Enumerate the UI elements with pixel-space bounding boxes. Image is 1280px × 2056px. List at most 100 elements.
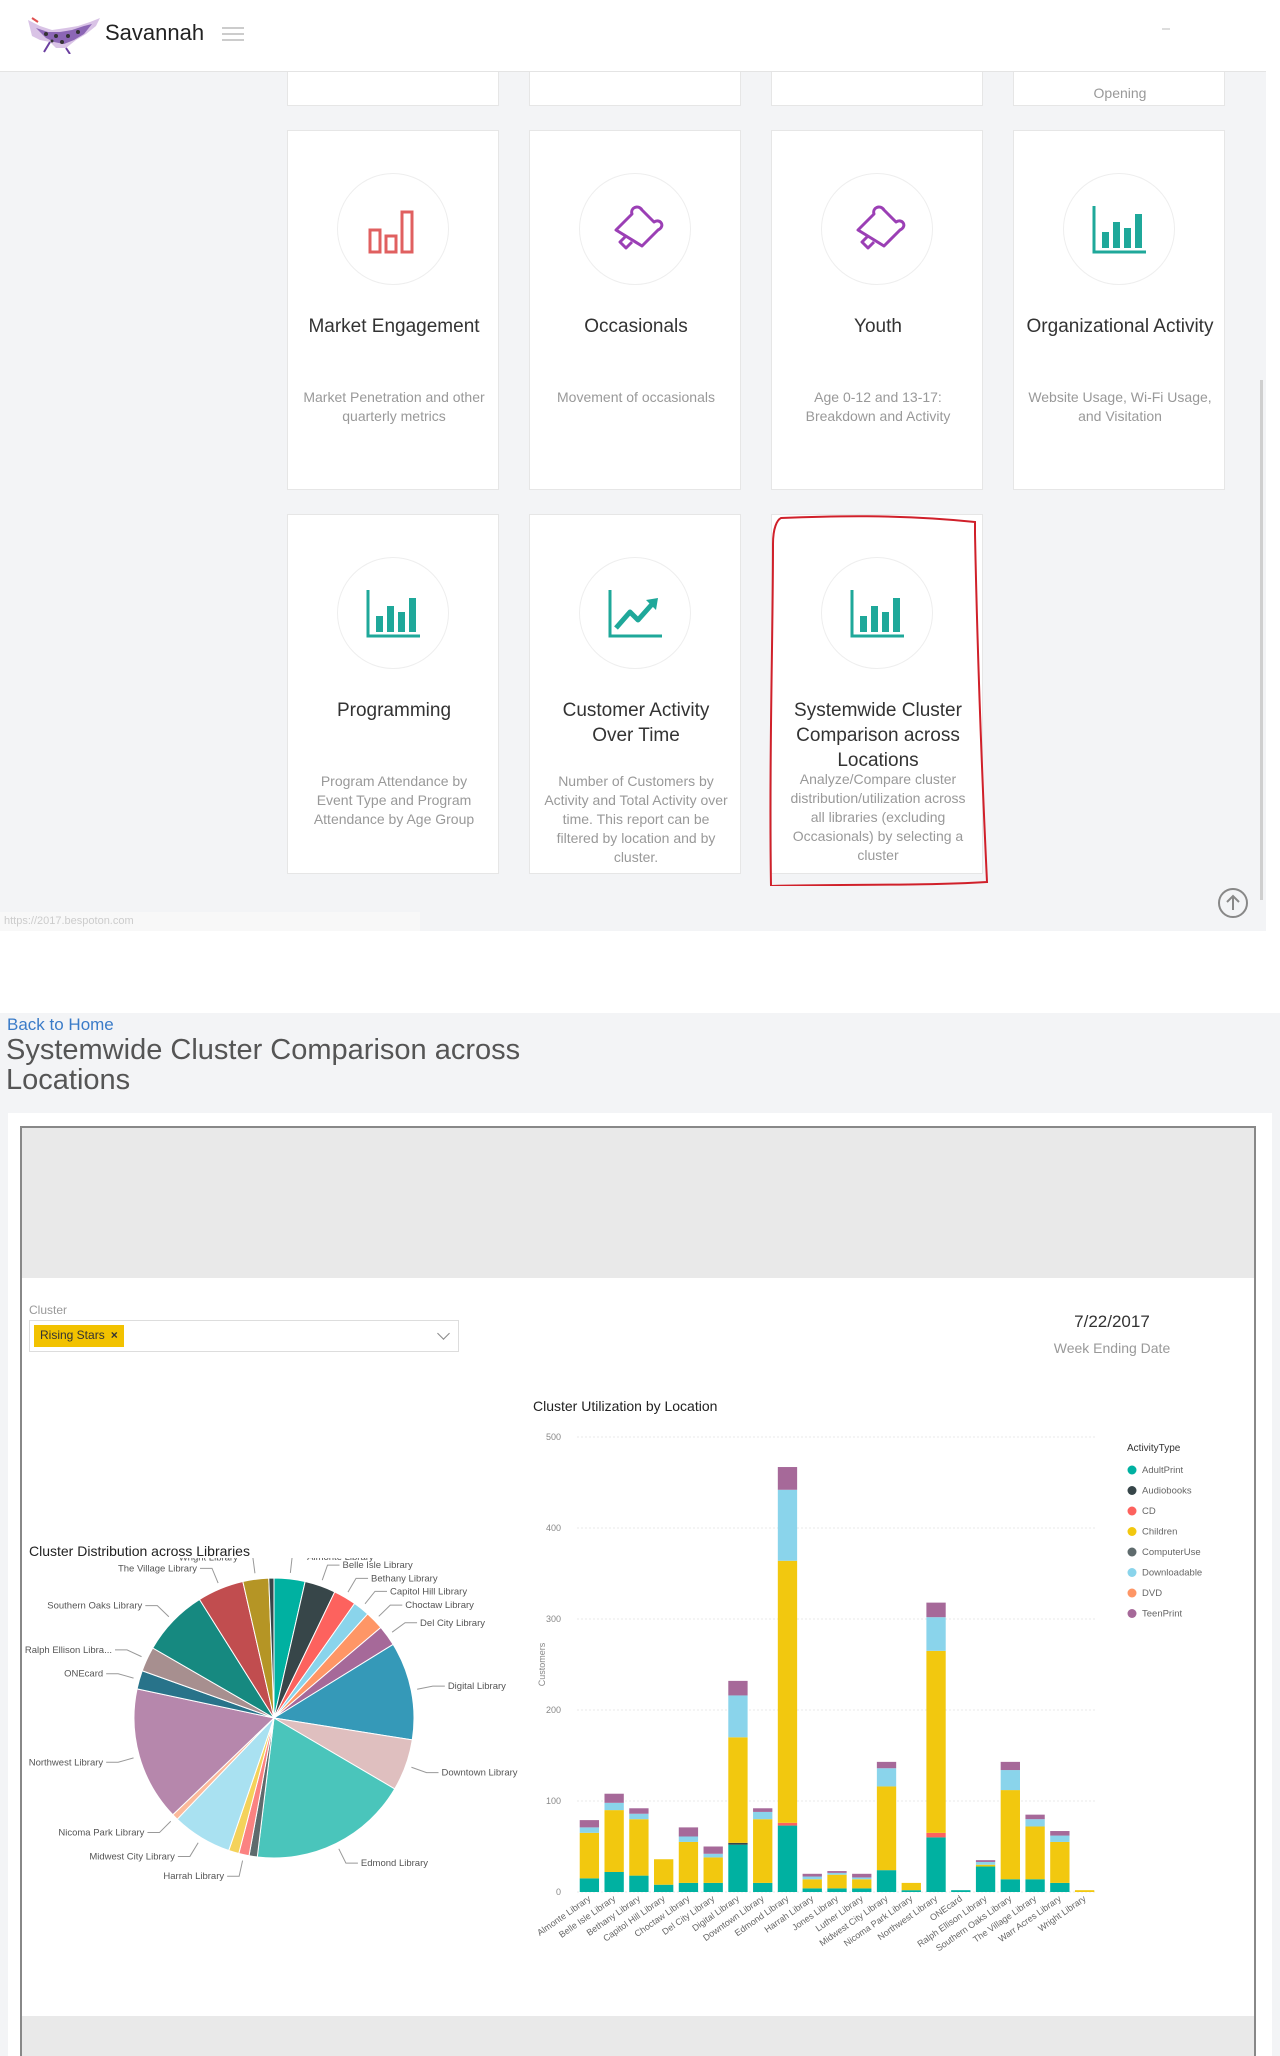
legend-swatch[interactable] (1127, 1588, 1137, 1598)
card-organizational-activity[interactable]: Organizational Activity Website Usage, W… (1013, 130, 1225, 490)
bar-segment[interactable] (753, 1819, 773, 1883)
bar-segment[interactable] (703, 1857, 723, 1883)
legend-swatch[interactable] (1127, 1486, 1137, 1495)
bar-segment[interactable] (852, 1888, 872, 1892)
bar-segment[interactable] (1025, 1879, 1045, 1892)
bar-segment[interactable] (629, 1819, 649, 1876)
bar-segment[interactable] (728, 1842, 748, 1845)
bar-segment[interactable] (901, 1890, 921, 1892)
legend-swatch[interactable] (1127, 1527, 1137, 1536)
legend-item[interactable]: AdultPrint (1142, 1465, 1184, 1476)
bar-segment[interactable] (876, 1786, 897, 1871)
bar-segment[interactable] (1025, 1819, 1045, 1827)
bar-segment[interactable] (1050, 1835, 1070, 1842)
bar-segment[interactable] (1050, 1831, 1070, 1836)
bar-segment[interactable] (753, 1882, 773, 1892)
bar-segment[interactable] (777, 1822, 798, 1826)
chevron-down-icon[interactable] (437, 1327, 450, 1340)
bar-segment[interactable] (1050, 1841, 1070, 1883)
bar-segment[interactable] (703, 1853, 723, 1858)
legend-item[interactable]: Audiobooks (1142, 1486, 1192, 1497)
bar-segment[interactable] (852, 1877, 872, 1880)
legend-item[interactable]: Downloadable (1142, 1568, 1202, 1579)
bar-segment[interactable] (1025, 1814, 1045, 1820)
bar-segment[interactable] (1050, 1882, 1070, 1892)
bar-segment[interactable] (678, 1827, 699, 1837)
bar-segment[interactable] (876, 1768, 897, 1787)
bar-segment[interactable] (1074, 1890, 1095, 1892)
bar-segment[interactable] (654, 1859, 674, 1885)
bar-segment[interactable] (579, 1832, 600, 1879)
bar-segment[interactable] (579, 1878, 600, 1892)
bar-segment[interactable] (852, 1873, 872, 1878)
bar-segment[interactable] (1025, 1826, 1045, 1880)
bar-segment[interactable] (926, 1650, 946, 1833)
bar-segment[interactable] (1000, 1879, 1020, 1892)
bar-segment[interactable] (876, 1761, 897, 1769)
pie-slice[interactable] (268, 1577, 275, 1719)
bar-segment[interactable] (975, 1861, 996, 1865)
legend-item[interactable]: DVD (1142, 1588, 1162, 1599)
bar-segment[interactable] (951, 1890, 971, 1892)
card-market-engagement[interactable]: Market Engagement Market Penetration and… (287, 130, 499, 490)
card-systemwide-cluster[interactable]: Systemwide Cluster Comparison across Loc… (771, 514, 983, 874)
legend-swatch[interactable] (1127, 1609, 1137, 1618)
bar-segment[interactable] (1000, 1761, 1020, 1771)
bar-segment[interactable] (777, 1560, 798, 1823)
bar-segment[interactable] (926, 1837, 946, 1892)
bar-segment[interactable] (1000, 1790, 1020, 1880)
bar-segment[interactable] (926, 1602, 946, 1618)
partial-card[interactable] (771, 72, 983, 106)
bar-segment[interactable] (926, 1617, 946, 1651)
bar-segment[interactable] (728, 1695, 748, 1738)
brand-name[interactable]: Savannah (105, 20, 205, 45)
bar-segment[interactable] (703, 1882, 723, 1892)
bar-segment[interactable] (852, 1879, 872, 1889)
bar-segment[interactable] (975, 1866, 996, 1892)
bar-segment[interactable] (975, 1860, 996, 1862)
pie-slice[interactable] (272, 1643, 415, 1741)
bar-segment[interactable] (876, 1870, 897, 1892)
pie-slice[interactable] (133, 1688, 276, 1816)
menu-toggle-icon[interactable] (222, 27, 244, 43)
bar-segment[interactable] (579, 1820, 600, 1828)
bar-segment[interactable] (629, 1875, 649, 1892)
bar-segment[interactable] (604, 1871, 624, 1892)
legend-swatch[interactable] (1127, 1465, 1137, 1475)
remove-chip-icon[interactable]: × (110, 1328, 118, 1342)
bar-segment[interactable] (802, 1888, 822, 1892)
bar-segment[interactable] (753, 1811, 773, 1820)
bar-segment[interactable] (802, 1879, 822, 1889)
bar-segment[interactable] (579, 1827, 600, 1833)
bar-segment[interactable] (777, 1489, 798, 1561)
bar-segment[interactable] (629, 1813, 649, 1820)
pie-slice[interactable] (256, 1717, 396, 1859)
bar-segment[interactable] (901, 1882, 921, 1891)
bar-segment[interactable] (678, 1836, 699, 1842)
legend-swatch[interactable] (1127, 1506, 1137, 1516)
bar-segment[interactable] (703, 1846, 723, 1854)
bar-segment[interactable] (926, 1832, 946, 1838)
bar-segment[interactable] (827, 1874, 847, 1889)
bar-segment[interactable] (802, 1873, 822, 1877)
cluster-chip[interactable]: Rising Stars × (34, 1325, 124, 1347)
legend-item[interactable]: TeenPrint (1142, 1609, 1182, 1620)
bar-segment[interactable] (728, 1844, 748, 1892)
scrollbar[interactable] (1260, 380, 1263, 900)
partial-card[interactable] (529, 72, 741, 106)
bar-segment[interactable] (777, 1825, 798, 1892)
card-occasionals[interactable]: Occasionals Movement of occasionals (529, 130, 741, 490)
card-customer-activity[interactable]: Customer Activity Over Time Number of Cu… (529, 514, 741, 874)
partial-card[interactable] (287, 72, 499, 106)
scroll-to-top-button[interactable] (1218, 888, 1248, 918)
back-to-home-link[interactable]: Back to Home (7, 1015, 114, 1034)
cluster-filter-select[interactable]: Rising Stars × (29, 1320, 459, 1352)
bar-segment[interactable] (728, 1680, 748, 1696)
bar-segment[interactable] (629, 1808, 649, 1814)
bar-segment[interactable] (802, 1876, 822, 1880)
bar-segment[interactable] (827, 1872, 847, 1875)
card-programming[interactable]: Programming Program Attendance by Event … (287, 514, 499, 874)
bar-segment[interactable] (728, 1737, 748, 1843)
legend-item[interactable]: Children (1142, 1527, 1177, 1538)
bar-segment[interactable] (654, 1884, 674, 1892)
